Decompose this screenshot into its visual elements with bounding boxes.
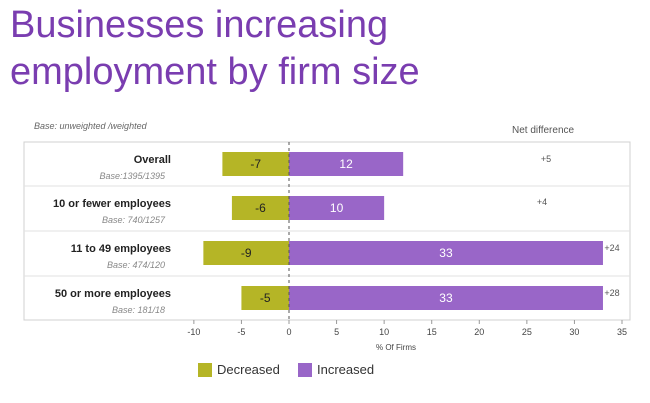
category-label: 10 or fewer employees bbox=[53, 198, 171, 210]
data-label-increased: 33 bbox=[439, 291, 453, 305]
title-line-1: Businesses increasing bbox=[10, 4, 389, 46]
x-axis-title: % Of Firms bbox=[376, 343, 416, 352]
x-tick-label: 5 bbox=[334, 327, 339, 337]
x-tick-label: 0 bbox=[286, 327, 291, 337]
bar-increased bbox=[289, 241, 603, 265]
legend-item-increased: Increased bbox=[298, 362, 374, 377]
legend: Decreased Increased bbox=[0, 362, 650, 386]
bar-increased bbox=[289, 152, 404, 176]
net-difference-value: +24 bbox=[604, 243, 619, 253]
category-base: Base:1395/1395 bbox=[99, 171, 166, 181]
data-label-decreased: -7 bbox=[250, 157, 261, 171]
legend-label-decreased: Decreased bbox=[217, 362, 280, 377]
x-tick-label: 30 bbox=[569, 327, 579, 337]
title-line-2: employment by firm size bbox=[10, 51, 420, 93]
category-base: Base: 740/1257 bbox=[102, 215, 166, 225]
net-difference-value: +4 bbox=[537, 197, 547, 207]
bar-decreased bbox=[231, 196, 289, 220]
category-label: 50 or more employees bbox=[55, 288, 171, 300]
bar-decreased bbox=[203, 241, 289, 265]
data-label-increased: 12 bbox=[339, 157, 353, 171]
category-base: Base: 181/18 bbox=[112, 305, 165, 315]
data-label-decreased: -9 bbox=[241, 246, 252, 260]
net-difference-value: +28 bbox=[604, 288, 619, 298]
x-tick-label: 25 bbox=[522, 327, 532, 337]
category-base: Base: 474/120 bbox=[107, 260, 165, 270]
data-label-decreased: -5 bbox=[260, 291, 271, 305]
data-label-increased: 10 bbox=[330, 201, 344, 215]
x-tick-label: 35 bbox=[617, 327, 627, 337]
bar-increased bbox=[289, 196, 385, 220]
bar-decreased bbox=[222, 152, 289, 176]
net-difference-header: Net difference bbox=[512, 125, 575, 136]
x-tick-label: -10 bbox=[187, 327, 200, 337]
category-label: Overall bbox=[134, 154, 171, 166]
x-tick-label: -5 bbox=[237, 327, 245, 337]
legend-swatch-decreased bbox=[198, 362, 212, 377]
net-difference-value: +5 bbox=[541, 154, 551, 164]
base-note: Base: unweighted /weighted bbox=[34, 121, 147, 131]
legend-swatch-increased bbox=[298, 362, 312, 377]
legend-item-decreased: Decreased bbox=[198, 362, 280, 377]
legend-label-increased: Increased bbox=[317, 362, 375, 377]
x-tick-label: 15 bbox=[427, 327, 437, 337]
bar-increased bbox=[289, 286, 603, 310]
bar-decreased bbox=[241, 286, 289, 310]
data-label-increased: 33 bbox=[439, 246, 453, 260]
category-label: 11 to 49 employees bbox=[71, 243, 171, 255]
chart-title: Businesses increasing employment by firm… bbox=[10, 2, 640, 96]
x-tick-label: 10 bbox=[379, 327, 389, 337]
data-label-decreased: -6 bbox=[255, 201, 266, 215]
x-tick-label: 20 bbox=[474, 327, 484, 337]
